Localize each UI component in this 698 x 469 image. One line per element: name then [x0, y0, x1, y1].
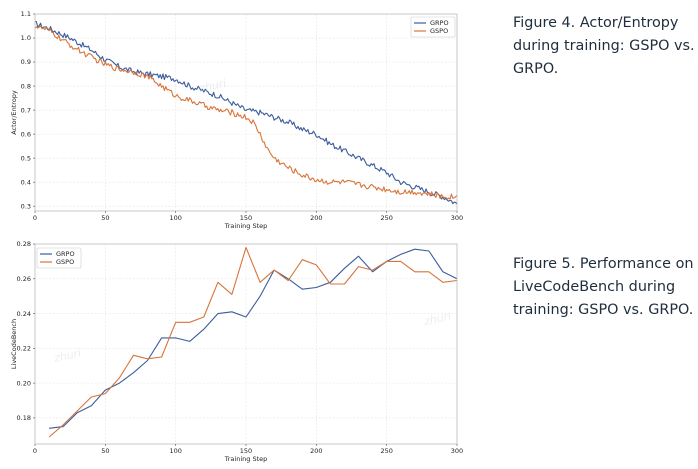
x-axis-label: Training Step — [224, 455, 268, 463]
x-tick-label: 300 — [451, 214, 463, 222]
legend-label-grpo: GRPO — [430, 19, 449, 27]
x-tick-label: 250 — [380, 214, 392, 222]
y-tick-label: 0.5 — [21, 154, 31, 162]
y-tick-label: 1.1 — [21, 10, 31, 18]
watermark: zhuri — [422, 310, 452, 329]
y-tick-label: 0.8 — [21, 82, 31, 90]
x-tick-label: 250 — [380, 447, 392, 455]
x-tick-label: 0 — [33, 447, 37, 455]
y-axis-label: LiveCodeBench — [10, 319, 18, 369]
x-tick-label: 300 — [451, 447, 463, 455]
x-tick-label: 150 — [240, 447, 252, 455]
legend-label-grpo: GRPO — [56, 250, 75, 258]
y-tick-label: 0.26 — [17, 275, 31, 283]
y-tick-label: 0.4 — [21, 178, 31, 186]
series-line-gspo — [48, 246, 458, 438]
y-tick-label: 0.20 — [17, 379, 31, 387]
watermark: zhuri — [52, 347, 82, 366]
y-tick-label: 0.24 — [17, 310, 31, 318]
y-axis-label: Actor/Entropy — [10, 90, 18, 135]
y-tick-label: 0.28 — [17, 240, 31, 248]
legend-label-gspo: GSPO — [56, 258, 74, 266]
x-tick-label: 200 — [310, 214, 322, 222]
y-tick-label: 1.0 — [21, 34, 31, 42]
figure-4-caption: Figure 4. Actor/Entropy during training:… — [513, 15, 695, 77]
x-tick-label: 200 — [310, 447, 322, 455]
y-tick-label: 0.7 — [21, 106, 31, 114]
x-axis-label: Training Step — [224, 222, 268, 230]
legend-box — [36, 247, 82, 269]
x-tick-label: 0 — [33, 214, 37, 222]
series-line-grpo — [49, 248, 458, 429]
y-tick-label: 0.9 — [21, 58, 31, 66]
y-tick-label: 0.22 — [17, 345, 31, 353]
legend-label-gspo: GSPO — [430, 27, 448, 35]
x-tick-label: 150 — [240, 214, 252, 222]
livecodebench-chart: 0 50 100 150 200 250 300 0.18 0.20 0.22 0.24 0.26 0.… — [10, 240, 463, 463]
y-tick-label: 0.3 — [21, 202, 31, 210]
y-tick-label: 0.18 — [17, 414, 31, 422]
x-tick-label: 100 — [169, 214, 181, 222]
legend-box — [410, 16, 456, 38]
x-tick-label: 50 — [101, 214, 109, 222]
watermark: zhuri — [197, 77, 227, 96]
x-tick-label: 50 — [101, 447, 109, 455]
entropy-chart: 0 50 100 150 200 250 300 0.3 0.4 0.5 0.6 0.7 0.8 0.9 1… — [10, 10, 463, 230]
figure-5-caption: Figure 5. Performance on LiveCodeBench d… — [513, 256, 694, 318]
series-line-gspo — [34, 25, 458, 200]
y-tick-label: 0.6 — [21, 130, 31, 138]
x-tick-label: 100 — [169, 447, 181, 455]
